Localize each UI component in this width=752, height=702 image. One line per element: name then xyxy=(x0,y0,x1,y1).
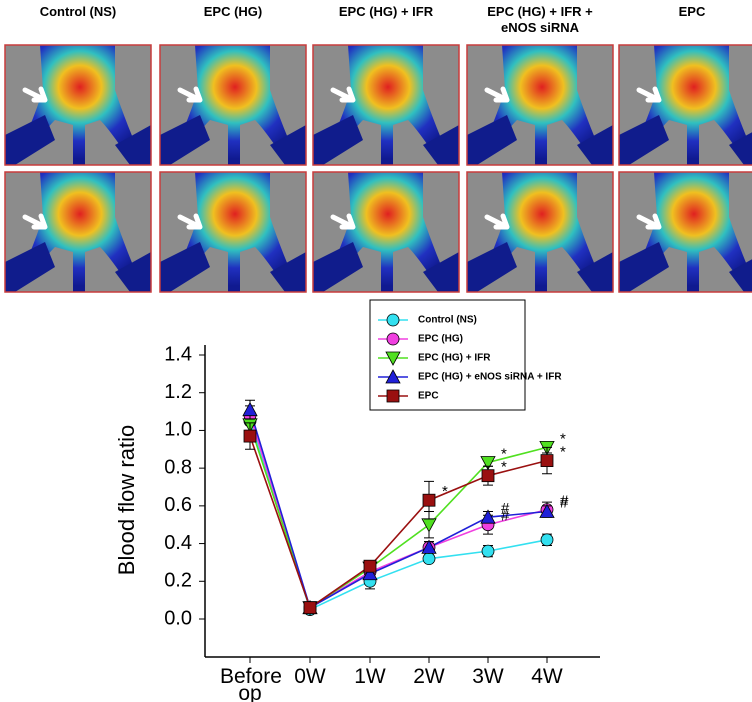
y-tick-label: 1.4 xyxy=(164,343,192,365)
point xyxy=(421,518,437,533)
column-label: EPC (HG) + IFR xyxy=(338,4,434,19)
annotation: * xyxy=(442,483,448,500)
y-tick-label: 0.6 xyxy=(164,494,192,516)
y-tick-label: 0.0 xyxy=(164,607,192,629)
legend-label: EPC (HG) xyxy=(418,334,463,345)
y-tick-label: 0.4 xyxy=(164,532,192,554)
point xyxy=(481,469,495,483)
point xyxy=(540,454,554,468)
y-tick-label: 0.8 xyxy=(164,456,192,478)
annotation: # xyxy=(560,493,569,510)
annotation: * xyxy=(560,430,566,447)
legend-marker xyxy=(386,389,400,403)
annotation: # xyxy=(501,508,510,525)
point xyxy=(242,401,258,417)
x-tick-label: 4W xyxy=(531,665,563,688)
y-tick-label: 1.2 xyxy=(164,381,192,403)
annotation: * xyxy=(560,444,566,461)
point xyxy=(540,533,554,547)
column-label: Control (NS) xyxy=(39,4,117,19)
annotation: # xyxy=(501,500,510,517)
legend-label: EPC xyxy=(418,391,439,402)
point xyxy=(362,565,378,581)
legend-marker xyxy=(386,313,400,327)
annotation: * xyxy=(501,445,507,462)
legend-marker xyxy=(386,332,400,346)
series-line xyxy=(249,435,548,609)
legend-marker xyxy=(385,351,401,366)
series-line xyxy=(249,409,548,609)
legend-label: EPC (HG) + IFR xyxy=(418,353,491,364)
point xyxy=(422,493,436,507)
point xyxy=(421,539,437,554)
x-tick-label: 0W xyxy=(294,665,326,688)
column-label: EPC xyxy=(678,4,706,19)
point xyxy=(303,601,317,615)
point xyxy=(539,503,555,518)
y-tick-label: 1.0 xyxy=(164,419,192,441)
y-tick-label: 0.2 xyxy=(164,570,192,592)
point xyxy=(480,509,496,524)
column-label: EPC (HG) + IFR + eNOS siRNA xyxy=(487,4,593,35)
point xyxy=(363,559,377,573)
y-axis-label: Blood flow ratio xyxy=(114,425,139,575)
point xyxy=(243,429,257,443)
x-tick-label: 1W xyxy=(354,665,386,688)
legend-label: Control (NS) xyxy=(418,315,477,326)
column-label: EPC (HG) xyxy=(203,4,263,19)
point xyxy=(422,552,436,566)
annotation: # xyxy=(560,494,569,511)
legend-label: EPC (HG) + eNOS siRNA + IFR xyxy=(418,372,562,383)
x-tick-label: 2W xyxy=(413,665,445,688)
annotation: * xyxy=(501,459,507,476)
x-tick-label: 3W xyxy=(472,665,504,688)
point xyxy=(480,456,496,471)
x-tick-label: Before op xyxy=(220,665,282,702)
point xyxy=(481,544,495,558)
legend-marker xyxy=(385,369,401,384)
